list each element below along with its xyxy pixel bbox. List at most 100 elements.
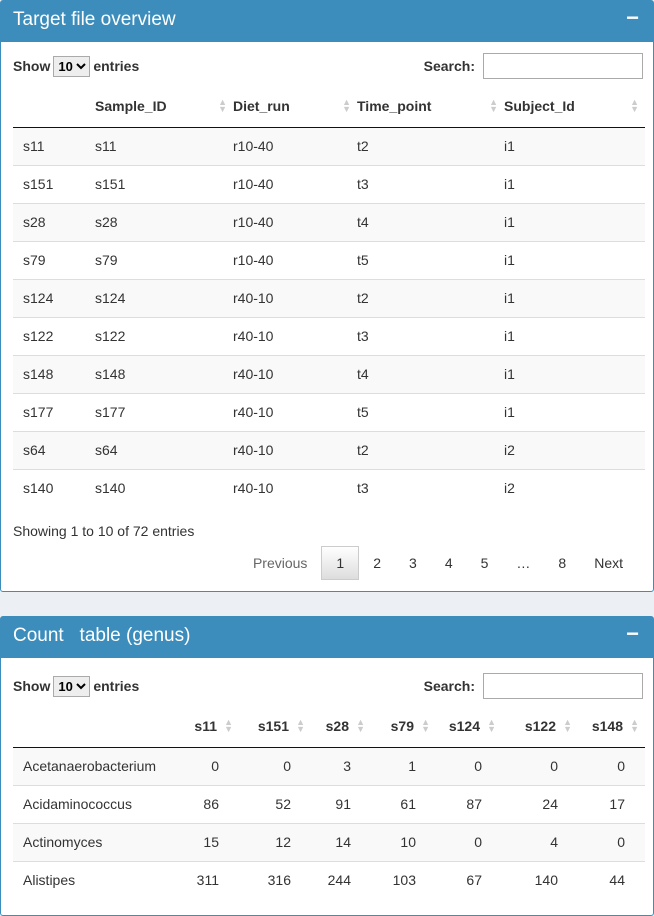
search-label: Search:: [423, 58, 475, 74]
next-button[interactable]: Next: [594, 555, 623, 571]
column-header[interactable]: s151 ▲ ▼: [239, 706, 311, 748]
table-cell: 0: [436, 822, 502, 861]
table-cell: 67: [436, 860, 502, 899]
table-cell: r10-40: [233, 240, 357, 279]
table-row: Acetanaerobacterium 0 0 3 1 0 0 0: [13, 746, 645, 785]
table-row: s122 s122 r40-10 t3 i1: [13, 316, 645, 355]
table-cell: 316: [239, 860, 311, 899]
table-cell: i1: [504, 164, 645, 203]
table-cell: 140: [502, 860, 578, 899]
table-cell: 52: [239, 784, 311, 823]
page-button[interactable]: 2: [373, 555, 382, 571]
table-cell: 4: [502, 822, 578, 861]
table-cell: r40-10: [233, 468, 357, 507]
table-cell: s64: [13, 430, 95, 469]
table-cell: t3: [357, 164, 504, 203]
table-cell: 24: [502, 784, 578, 823]
entries-select[interactable]: 10: [53, 56, 91, 77]
table-cell: 86: [173, 784, 239, 823]
table-cell: t4: [357, 354, 504, 393]
column-header[interactable]: s79 ▲ ▼: [371, 706, 436, 748]
table-cell: s177: [13, 392, 95, 431]
table-cell: r10-40: [233, 202, 357, 241]
show-label: Show: [13, 58, 51, 74]
table-cell: r40-10: [233, 392, 357, 431]
table-cell: i1: [504, 202, 645, 241]
column-header[interactable]: s148 ▲ ▼: [578, 706, 645, 748]
count-table: s11 ▲ ▼ s151 ▲ ▼ s28 ▲ ▼ s79 ▲ ▼ s124 ▲ ▼ s122 ▲ ▼ s148 ▲ ▼ A…: [13, 706, 645, 899]
column-header[interactable]: s28 ▲ ▼: [311, 706, 371, 748]
table-cell: s140: [95, 468, 233, 507]
table-cell: 0: [502, 746, 578, 785]
table-cell: 87: [436, 784, 502, 823]
table-cell: i2: [504, 468, 645, 507]
count-table-box: Count table (genus) − Show 10 entries Sear…: [0, 616, 654, 916]
sort-icon: ▲ ▼: [218, 97, 227, 114]
table-cell: t3: [357, 468, 504, 507]
table-cell: 3: [311, 746, 371, 785]
search-input[interactable]: [483, 673, 643, 699]
table-cell: i1: [504, 278, 645, 317]
column-header[interactable]: Diet_run ▲ ▼: [233, 86, 357, 128]
table-row: s79 s79 r10-40 t5 i1: [13, 240, 645, 279]
target-file-overview-box: Target file overview − Show 10 entries Sea…: [0, 0, 654, 592]
column-header[interactable]: Time_point ▲ ▼: [357, 86, 504, 128]
box-title: Count table (genus): [13, 625, 191, 646]
table-row: s148 s148 r40-10 t4 i1: [13, 354, 645, 393]
table-row: s11 s11 r10-40 t2 i1: [13, 126, 645, 165]
sort-icon: ▲ ▼: [296, 717, 305, 734]
sort-icon: ▲ ▼: [487, 717, 496, 734]
table-cell: s79: [13, 240, 95, 279]
column-header[interactable]: s122 ▲ ▼: [502, 706, 578, 748]
table-cell: 0: [578, 822, 645, 861]
collapse-button[interactable]: −: [626, 621, 639, 646]
column-header[interactable]: Subject_Id ▲ ▼: [504, 86, 645, 128]
page-button[interactable]: 4: [444, 555, 453, 571]
table-cell: s177: [95, 392, 233, 431]
previous-button[interactable]: Previous: [252, 555, 308, 571]
table-cell: i1: [504, 354, 645, 393]
header-row: s11 ▲ ▼ s151 ▲ ▼ s28 ▲ ▼ s79 ▲ ▼ s124 ▲ ▼ s122 ▲ ▼ s148 ▲ ▼: [13, 706, 645, 748]
table-cell: 61: [371, 784, 436, 823]
table-cell: Acidaminococcus: [13, 784, 173, 823]
table-cell: t5: [357, 240, 504, 279]
entries-select[interactable]: 10: [53, 676, 91, 697]
table-cell: r10-40: [233, 164, 357, 203]
sort-icon: ▲ ▼: [224, 717, 233, 734]
page-button[interactable]: 5: [480, 555, 489, 571]
sort-icon: ▲ ▼: [421, 717, 430, 734]
column-header[interactable]: s11 ▲ ▼: [173, 706, 239, 748]
page-button[interactable]: 8: [558, 555, 567, 571]
table-cell: Acetanaerobacterium: [13, 746, 173, 785]
table-cell: i1: [504, 316, 645, 355]
page-button[interactable]: 1: [321, 546, 360, 580]
page-button[interactable]: 3: [409, 555, 417, 571]
table-cell: r10-40: [233, 126, 357, 165]
table-cell: 91: [311, 784, 371, 823]
table-cell: r40-10: [233, 316, 357, 355]
table-cell: 0: [173, 746, 239, 785]
table-cell: t2: [357, 430, 504, 469]
table-cell: t2: [357, 126, 504, 165]
column-header[interactable]: s124 ▲ ▼: [436, 706, 502, 748]
sort-icon: ▲ ▼: [630, 97, 639, 114]
table-cell: t4: [357, 202, 504, 241]
table-cell: 14: [311, 822, 371, 861]
search-label: Search:: [423, 678, 475, 694]
table-row: s124 s124 r40-10 t2 i1: [13, 278, 645, 317]
collapse-button[interactable]: −: [626, 5, 639, 30]
search-control: Search:: [424, 673, 643, 699]
length-control: Show 10 entries: [13, 676, 139, 697]
table-cell: 44: [578, 860, 645, 899]
header-row: Sample_ID ▲ ▼ Diet_run ▲ ▼ Time_point ▲ ▼ Subject…: [13, 86, 645, 128]
table-cell: 15: [173, 822, 239, 861]
column-header[interactable]: Sample_ID ▲ ▼: [95, 86, 233, 128]
length-control: Show 10 entries: [13, 56, 139, 77]
table-cell: Actinomyces: [13, 822, 173, 861]
sort-icon: ▲ ▼: [630, 717, 639, 734]
box-header: Count table (genus) −: [1, 617, 653, 658]
search-input[interactable]: [483, 53, 643, 79]
table-cell: t2: [357, 278, 504, 317]
table-row: Alistipes 311 316 244 103 67 140 44: [13, 860, 645, 899]
table-cell: s64: [95, 430, 233, 469]
